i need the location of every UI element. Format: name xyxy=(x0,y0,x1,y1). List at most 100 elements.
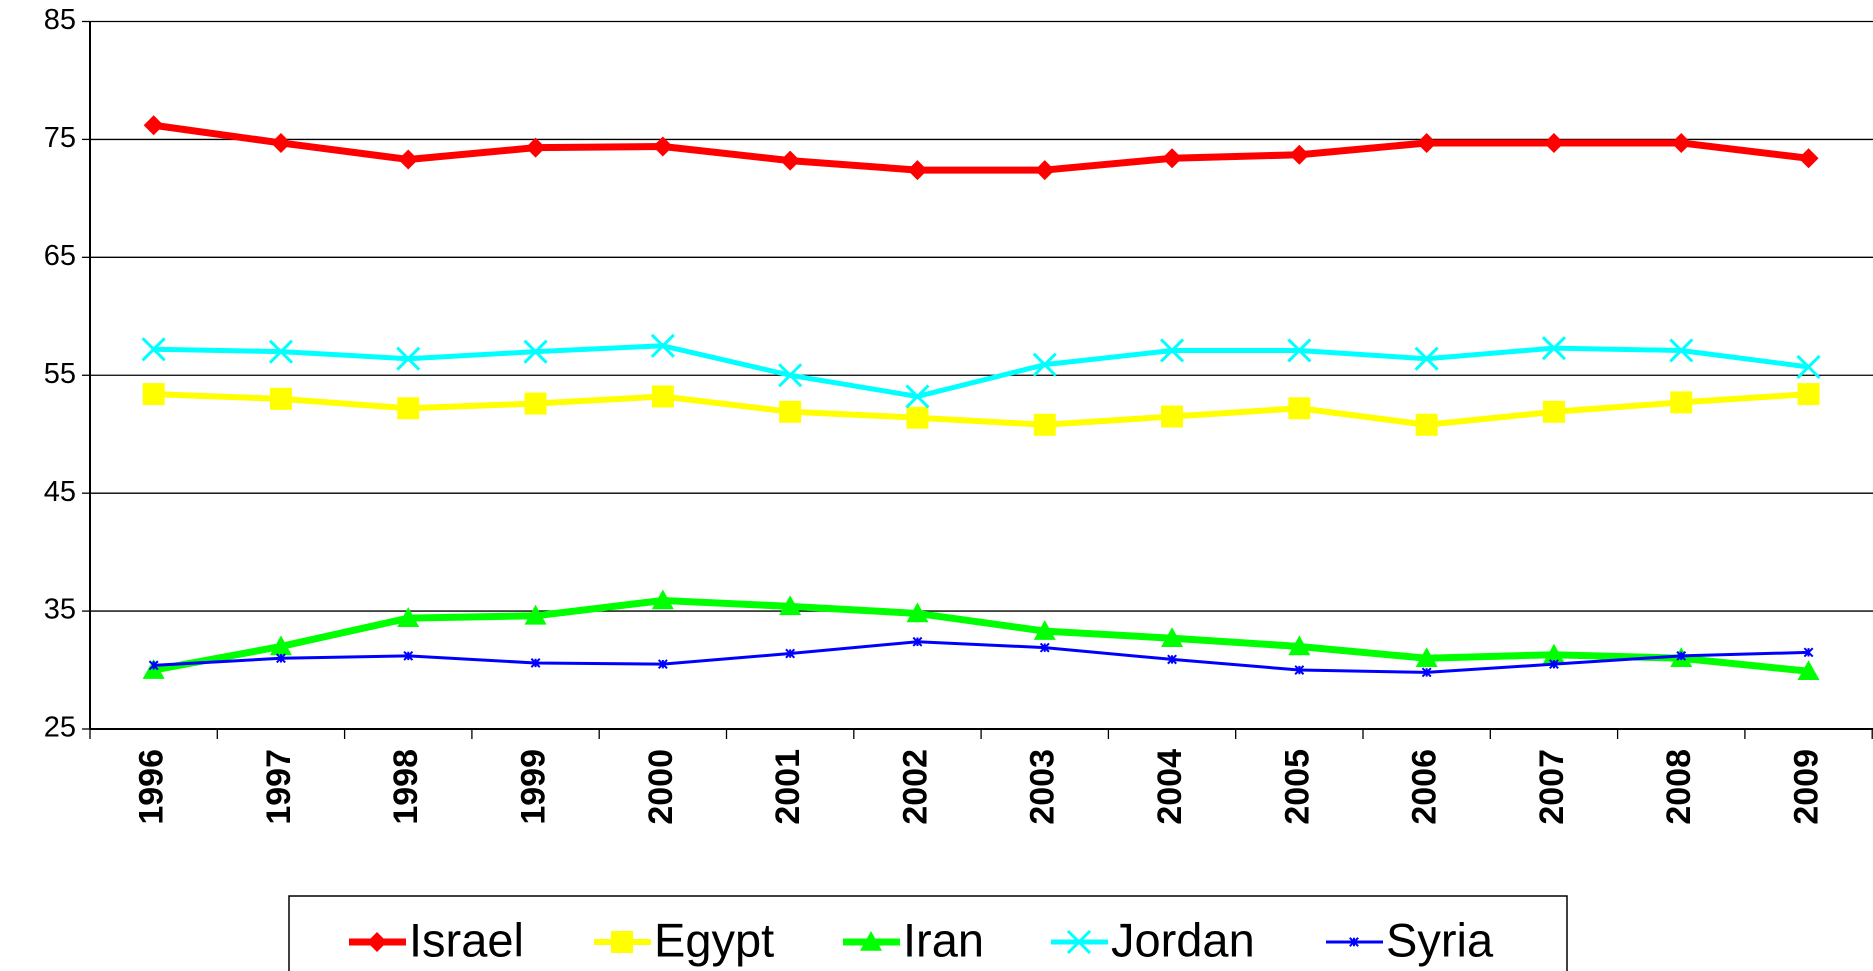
marker xyxy=(396,346,421,371)
legend-label: Syria xyxy=(1386,913,1494,966)
marker xyxy=(860,931,882,951)
marker xyxy=(1797,383,1820,406)
marker xyxy=(1676,650,1687,661)
marker xyxy=(1162,148,1183,169)
marker xyxy=(1288,635,1311,656)
marker xyxy=(397,607,420,627)
y-tick-label: 35 xyxy=(44,594,76,626)
y-tick-label: 85 xyxy=(44,4,76,36)
marker xyxy=(1669,338,1694,363)
marker xyxy=(397,397,420,420)
legend-label: Jordan xyxy=(1111,913,1255,966)
marker xyxy=(1161,627,1184,648)
x-tick-label: 2007 xyxy=(1533,749,1571,825)
marker xyxy=(1415,647,1438,668)
x-tick-label: 2001 xyxy=(769,749,807,825)
series-line xyxy=(153,121,1809,174)
legend-label: Egypt xyxy=(654,913,774,966)
marker xyxy=(1798,148,1819,169)
marker xyxy=(1349,937,1359,947)
marker xyxy=(524,604,547,625)
marker xyxy=(1543,132,1564,153)
marker xyxy=(906,602,929,623)
marker xyxy=(1033,413,1056,436)
marker xyxy=(1167,654,1177,665)
marker xyxy=(1542,643,1565,664)
marker xyxy=(651,385,674,408)
marker xyxy=(403,650,414,661)
marker xyxy=(1287,338,1312,363)
series xyxy=(142,589,1820,681)
marker xyxy=(1288,397,1311,420)
marker xyxy=(1415,413,1438,436)
series-line xyxy=(153,391,1809,428)
series xyxy=(143,115,1819,181)
marker xyxy=(367,932,387,952)
marker xyxy=(905,384,930,409)
y-tick-label: 65 xyxy=(44,240,76,272)
legend-label: Iran xyxy=(903,913,984,966)
marker xyxy=(907,160,928,181)
series xyxy=(148,636,1814,678)
marker xyxy=(268,339,294,364)
marker xyxy=(657,659,668,670)
marker xyxy=(1294,665,1305,675)
legend-label: Israel xyxy=(409,913,524,966)
series-line xyxy=(153,596,1809,675)
marker xyxy=(1421,667,1432,678)
series xyxy=(142,383,1820,436)
marker xyxy=(1549,659,1559,670)
marker xyxy=(650,333,675,358)
marker xyxy=(1066,929,1092,955)
marker xyxy=(398,149,419,170)
x-tick-label: 2006 xyxy=(1406,749,1444,825)
y-tick-label: 55 xyxy=(44,358,76,390)
legend-box xyxy=(288,895,1568,971)
marker xyxy=(651,589,674,610)
marker xyxy=(1542,400,1565,423)
marker xyxy=(525,137,546,158)
marker xyxy=(142,383,165,406)
marker xyxy=(1289,144,1310,165)
marker xyxy=(269,387,292,410)
x-tick-label: 1997 xyxy=(260,749,298,825)
marker xyxy=(523,339,548,364)
marker xyxy=(778,363,803,388)
marker xyxy=(269,635,292,656)
marker xyxy=(912,636,923,647)
marker xyxy=(148,660,159,671)
x-tick-label: 2002 xyxy=(896,749,934,825)
marker xyxy=(1033,620,1056,640)
y-tick-label: 25 xyxy=(44,712,76,744)
series-line xyxy=(153,343,1809,399)
marker xyxy=(906,406,929,429)
y-tick-label: 45 xyxy=(44,476,76,508)
marker xyxy=(524,392,547,415)
marker xyxy=(652,136,673,157)
marker xyxy=(1159,338,1185,363)
x-tick-label: 1996 xyxy=(133,749,171,825)
marker xyxy=(276,653,286,664)
x-tick-label: 2000 xyxy=(642,749,680,825)
marker xyxy=(1803,647,1814,658)
marker xyxy=(1032,352,1057,377)
x-tick-label: 2004 xyxy=(1151,749,1189,825)
marker xyxy=(1034,160,1055,181)
marker xyxy=(141,337,166,362)
x-tick-label: 1999 xyxy=(515,749,553,825)
marker xyxy=(143,115,164,136)
marker xyxy=(1414,346,1439,371)
marker xyxy=(780,150,801,171)
x-tick-label: 2005 xyxy=(1278,749,1316,825)
marker xyxy=(779,400,802,423)
marker xyxy=(1796,354,1821,380)
marker xyxy=(1039,642,1050,653)
marker xyxy=(270,132,291,153)
marker xyxy=(1161,405,1184,428)
x-tick-label: 2009 xyxy=(1788,749,1826,825)
x-tick-label: 2008 xyxy=(1660,749,1698,825)
marker xyxy=(1671,132,1692,153)
y-tick-label: 75 xyxy=(44,122,76,154)
marker xyxy=(785,648,796,659)
